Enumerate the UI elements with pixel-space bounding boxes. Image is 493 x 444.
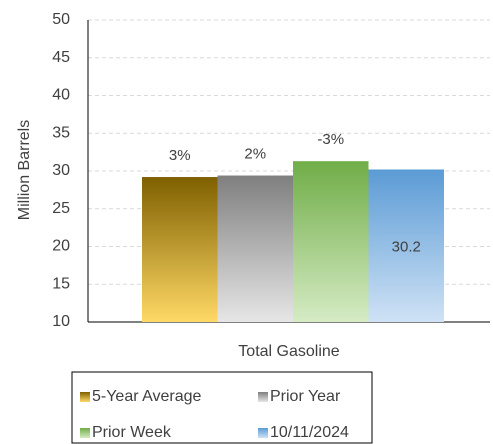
annotation: -3% [317, 131, 344, 148]
y-tick-label: 25 [52, 200, 70, 217]
legend-box [71, 371, 373, 444]
legend-swatch [258, 428, 268, 438]
bar [217, 175, 293, 322]
data-label: 30.2 [392, 239, 421, 256]
legend-label: Prior Year [270, 388, 341, 405]
y-tick-label: 10 [52, 313, 70, 330]
bar [368, 169, 444, 322]
x-tick-label: Total Gasoline [238, 343, 339, 360]
y-tick-label: 30 [52, 162, 70, 179]
legend-swatch [80, 428, 90, 438]
y-tick-label: 15 [52, 275, 70, 292]
y-tick-label: 45 [52, 49, 70, 66]
bar [293, 161, 369, 322]
bar [142, 177, 218, 322]
legend-label: 10/11/2024 [270, 424, 349, 441]
annotation: 3% [169, 147, 191, 164]
legend-label: 5-Year Average [92, 388, 202, 405]
y-tick-label: 35 [52, 124, 70, 141]
legend-label: Prior Week [92, 424, 172, 441]
annotation: 2% [244, 145, 266, 162]
y-tick-label: 40 [52, 87, 70, 104]
legend-swatch [80, 392, 90, 402]
y-tick-label: 20 [52, 238, 70, 255]
y-tick-label: 50 [52, 11, 70, 28]
legend-swatch [258, 392, 268, 402]
y-axis-label: Million Barrels [16, 120, 33, 220]
